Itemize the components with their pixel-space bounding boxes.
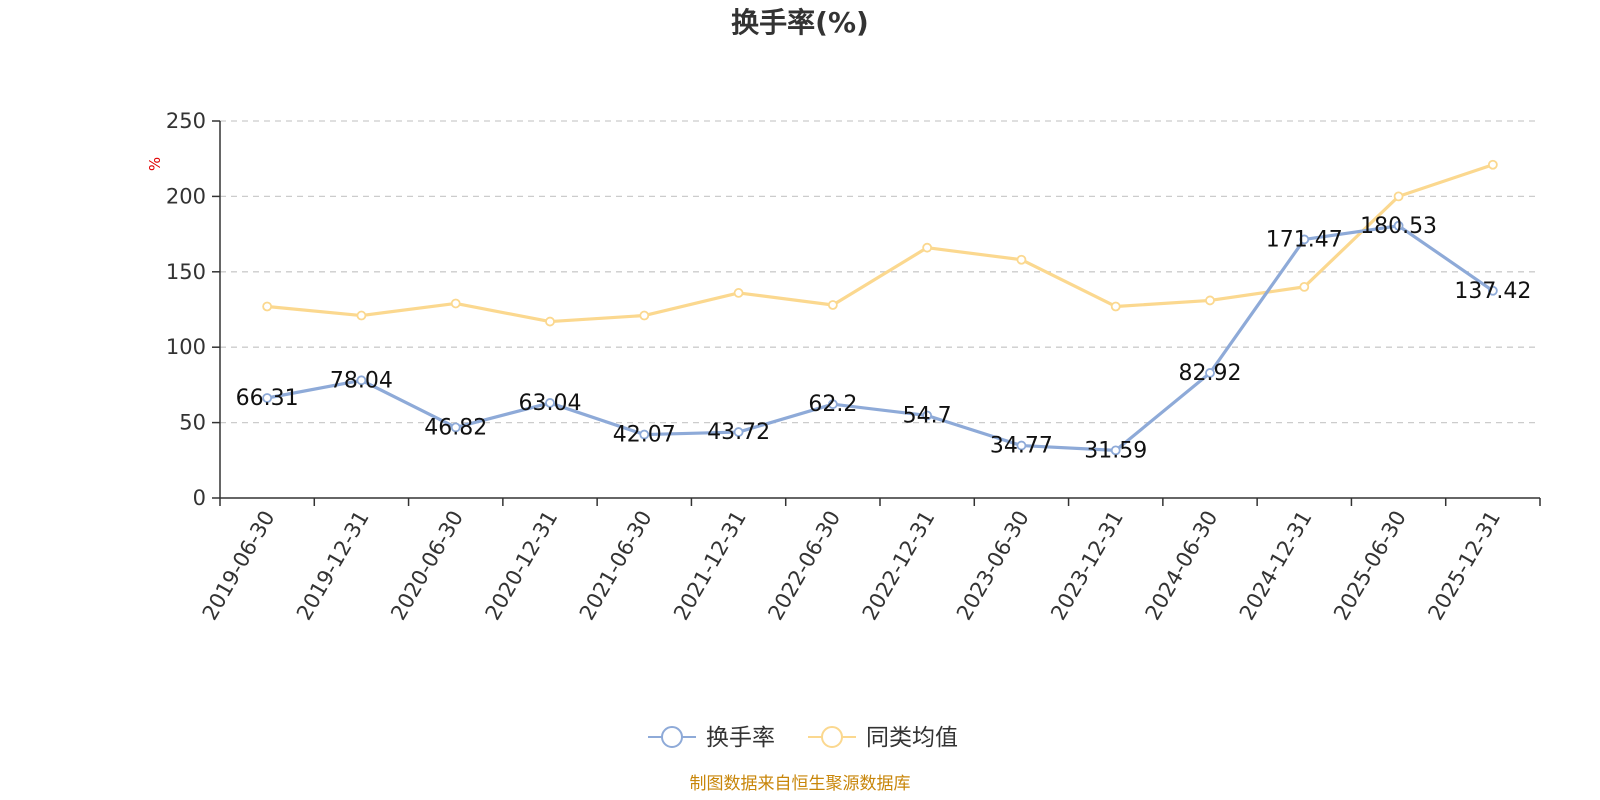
grid-lines [220, 120, 1540, 424]
data-label: 66.31 [236, 386, 299, 411]
legend-item-turnover[interactable]: 换手率 [648, 725, 775, 751]
data-point-turnover[interactable] [1205, 368, 1215, 378]
series-line-peer-average [266, 163, 1494, 324]
series-lines [266, 163, 1494, 452]
data-point-turnover[interactable] [262, 393, 273, 403]
chart-title: 换手率(%) [731, 6, 869, 39]
data-point-peer-average[interactable] [922, 242, 933, 253]
data-point-peer-average[interactable] [356, 310, 367, 321]
y-axis-unit-label: % [146, 157, 164, 171]
data-label: 137.42 [1454, 279, 1531, 304]
y-tick-label: 50 [179, 411, 206, 435]
legend-marker [661, 726, 683, 748]
data-label: 180.53 [1360, 214, 1437, 239]
x-tick-label: 2024-06-30 [1141, 507, 1223, 625]
data-point-peer-average[interactable] [545, 316, 555, 327]
data-label: 46.82 [424, 415, 487, 440]
legend-label: 换手率 [706, 725, 775, 751]
y-tick-label: 100 [166, 335, 206, 359]
data-label: 31.59 [1084, 438, 1147, 463]
data-point-turnover[interactable] [639, 429, 650, 440]
data-point-peer-average[interactable] [827, 300, 838, 310]
y-tick-label: 250 [166, 109, 206, 133]
x-tick-label: 2020-06-30 [386, 507, 468, 625]
data-point-turnover[interactable] [1016, 440, 1027, 451]
data-point-peer-average[interactable] [733, 288, 744, 298]
x-tick-label: 2021-12-31 [669, 507, 751, 625]
data-point-peer-average[interactable] [1016, 254, 1027, 265]
data-point-peer-average[interactable] [450, 298, 461, 309]
data-label: 63.04 [519, 391, 582, 416]
data-point-turnover[interactable] [545, 398, 555, 408]
x-axis-ticks: 2019-06-30 2019-12-31 2020-06-30 2020-12-31… [198, 498, 1541, 625]
data-label: 78.04 [330, 368, 393, 393]
x-tick-label: 2023-12-31 [1046, 507, 1128, 625]
data-label: 171.47 [1266, 227, 1343, 252]
y-axis-ticks: 0 50 100 150 200 250 [166, 109, 220, 510]
x-tick-label: 2022-06-30 [763, 507, 845, 625]
y-tick-label: 200 [166, 184, 206, 208]
data-point-turnover[interactable] [1299, 234, 1310, 245]
legend-item-peer-average[interactable]: 同类均值 [808, 725, 958, 751]
data-point-peer-average[interactable] [262, 301, 273, 312]
x-tick-label: 2019-06-30 [198, 507, 280, 625]
data-label: 54.7 [903, 404, 952, 429]
x-tick-label: 2025-12-31 [1423, 507, 1505, 625]
data-labels: 66.31 78.04 46.82 63.04 42.07 43.72 62.2 54.7 34… [236, 214, 1532, 464]
data-label: 43.72 [707, 420, 770, 445]
data-label: 42.07 [613, 423, 676, 448]
data-point-peer-average[interactable] [639, 310, 650, 321]
data-point-peer-average[interactable] [1110, 301, 1121, 312]
series-line-turnover [266, 224, 1494, 452]
data-point-peer-average[interactable] [1205, 295, 1215, 306]
data-point-turnover[interactable] [356, 375, 367, 386]
legend-label: 同类均值 [866, 725, 958, 751]
data-point-peer-average[interactable] [1393, 191, 1404, 202]
data-point-turnover[interactable] [450, 422, 461, 433]
data-point-turnover[interactable] [733, 427, 744, 437]
data-point-turnover[interactable] [827, 399, 838, 410]
data-point-turnover[interactable] [1393, 220, 1404, 231]
data-point-turnover[interactable] [1487, 285, 1498, 296]
data-label: 62.2 [808, 392, 857, 417]
source-note: 制图数据来自恒生聚源数据库 [690, 774, 911, 794]
x-tick-label: 2024-12-31 [1235, 507, 1317, 625]
y-tick-label: 150 [166, 260, 206, 284]
data-point-turnover[interactable] [1110, 445, 1121, 456]
legend[interactable]: 换手率 同类均值 [648, 725, 958, 751]
x-tick-label: 2019-12-31 [292, 507, 374, 625]
data-point-peer-average[interactable] [1299, 281, 1310, 292]
data-point-turnover[interactable] [922, 410, 933, 421]
x-tick-label: 2025-06-30 [1329, 507, 1411, 625]
series-points [262, 159, 1498, 456]
legend-marker [821, 726, 843, 748]
data-label: 82.92 [1179, 361, 1242, 386]
y-tick-label: 0 [193, 486, 206, 510]
x-tick-label: 2020-12-31 [481, 507, 563, 625]
x-tick-label: 2023-06-30 [952, 507, 1034, 625]
x-tick-label: 2021-06-30 [575, 507, 657, 625]
data-label: 34.77 [990, 434, 1053, 459]
data-point-peer-average[interactable] [1487, 159, 1498, 170]
x-tick-label: 2022-12-31 [858, 506, 940, 624]
